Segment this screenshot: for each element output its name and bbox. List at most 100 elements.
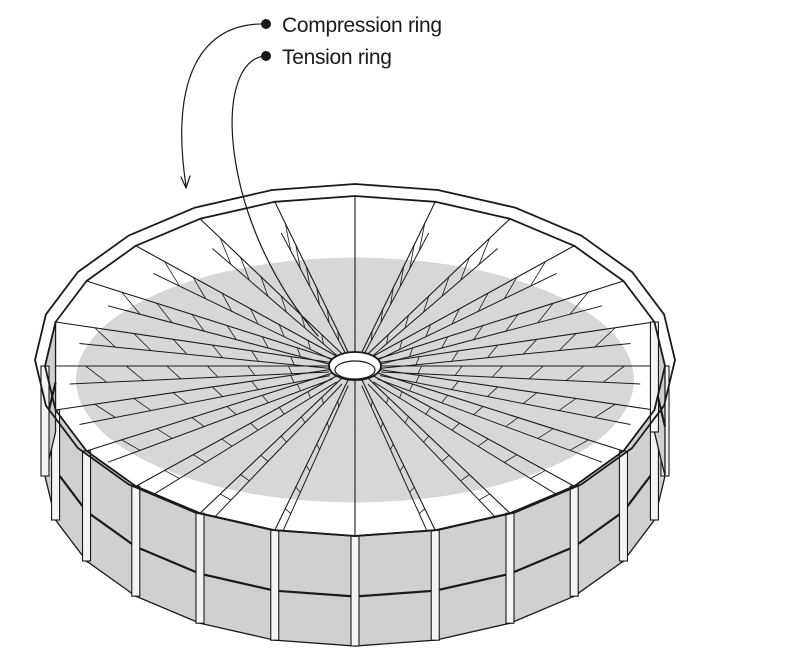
hanger: [172, 392, 188, 404]
hanger: [558, 398, 577, 411]
lower-cable: [153, 272, 337, 363]
wall-post: [350, 535, 360, 647]
hanger: [94, 403, 116, 418]
hanger: [192, 454, 206, 463]
lower-cable: [377, 378, 603, 463]
lower-cable: [361, 232, 430, 359]
hanger: [172, 339, 188, 355]
hanger: [425, 324, 432, 337]
hanger: [307, 391, 311, 399]
hanger: [278, 324, 285, 337]
hanger: [380, 309, 384, 323]
wall-rail: [135, 545, 201, 575]
hanger: [240, 257, 250, 281]
hanger: [418, 508, 426, 515]
hanger: [386, 397, 389, 404]
hanger: [220, 493, 232, 501]
hanger: [251, 350, 259, 362]
hanger: [409, 244, 415, 269]
lower-cable: [153, 381, 337, 496]
hanger: [441, 336, 449, 349]
wall-panel: [274, 529, 356, 647]
hanger: [537, 303, 554, 323]
hanger: [121, 439, 141, 451]
upper-cable: [135, 245, 337, 357]
tension-ring-label: Tension ring: [282, 46, 392, 69]
hanger: [226, 325, 237, 340]
hanger: [504, 454, 518, 463]
lower-cable: [380, 375, 631, 425]
hanger: [380, 422, 384, 429]
upper-cable: [86, 372, 333, 452]
hanger: [133, 333, 152, 351]
hanger: [404, 416, 409, 423]
hanger: [451, 308, 460, 325]
lower-cable: [212, 383, 343, 520]
compression-ring-leader: [180, 19, 271, 189]
hanger: [156, 303, 173, 323]
hanger: [370, 330, 373, 341]
lower-cable: [367, 383, 498, 520]
hanger: [487, 386, 498, 397]
hanger: [451, 350, 459, 362]
hanger: [558, 333, 577, 351]
wall-panel: [54, 408, 88, 563]
wall-post: [40, 365, 50, 477]
hanger: [191, 314, 205, 332]
hanger: [307, 340, 311, 350]
hanger: [399, 340, 403, 350]
hub-outer: [328, 351, 382, 381]
wall-rail: [509, 545, 575, 575]
hanger: [441, 276, 450, 297]
tension-ring: [328, 351, 382, 381]
upper-cable: [380, 321, 655, 363]
hanger: [423, 435, 430, 443]
lower-cable: [373, 381, 557, 496]
wall-post: [195, 512, 205, 624]
hanger: [284, 508, 292, 515]
hanger: [301, 416, 306, 423]
compression-ring: [34, 183, 676, 537]
upper-cable: [274, 379, 349, 531]
wall-rail: [622, 469, 656, 513]
hanger: [164, 261, 180, 287]
wall-post: [270, 529, 280, 641]
hanger: [295, 244, 301, 269]
wall-rail: [434, 572, 511, 592]
hanger: [260, 455, 269, 462]
hanger: [409, 486, 415, 493]
hanger: [409, 347, 414, 357]
hanger: [337, 330, 340, 341]
lower-cable: [79, 343, 330, 369]
hanger: [594, 403, 616, 418]
wall-panel: [622, 408, 656, 563]
hanger: [250, 422, 259, 431]
lower-cable: [107, 378, 333, 463]
radial-cables: [45, 196, 665, 541]
hanger: [478, 237, 491, 265]
hanger: [530, 470, 546, 479]
lower-cable: [280, 232, 349, 359]
hanger: [399, 266, 405, 287]
hanger: [280, 295, 287, 313]
hanger: [206, 365, 219, 378]
hanger: [454, 365, 463, 376]
wall-post: [569, 485, 579, 597]
hanger: [530, 261, 546, 287]
hanger: [316, 443, 320, 450]
hanger: [219, 237, 232, 265]
hanger: [321, 334, 324, 345]
hanger: [487, 344, 498, 358]
hanger: [125, 365, 145, 381]
hanger: [522, 392, 538, 404]
hanger: [296, 383, 301, 392]
hanger: [425, 407, 432, 415]
lower-cable: [380, 343, 631, 369]
hanger: [321, 397, 324, 404]
hanger: [409, 383, 414, 392]
hanger: [451, 422, 460, 431]
lower-cable: [107, 305, 333, 366]
wall-post: [618, 450, 629, 562]
hanger: [212, 344, 223, 358]
